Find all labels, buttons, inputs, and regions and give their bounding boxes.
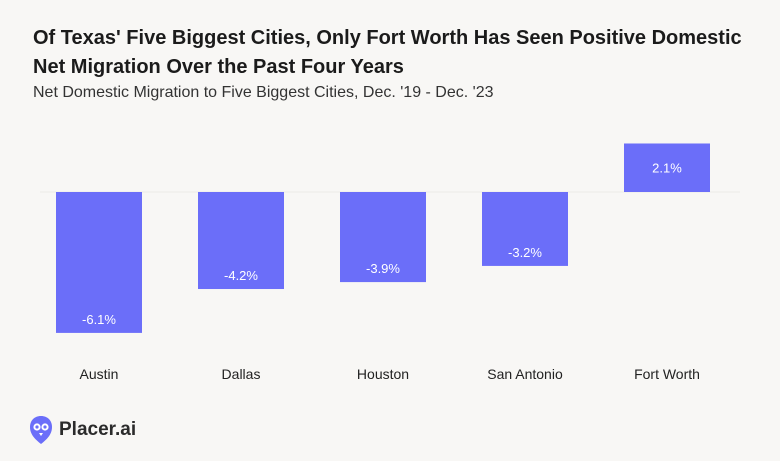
placer-owl-icon: [30, 416, 52, 444]
bar-san-antonio: [482, 192, 568, 266]
category-label: San Antonio: [487, 366, 563, 382]
data-label: -6.1%: [82, 312, 116, 327]
brand-name: Placer.ai: [59, 419, 137, 440]
brand-logo: Placer.ai: [29, 414, 136, 446]
bar-houston: [340, 192, 426, 283]
category-label: Austin: [80, 366, 119, 382]
chart-subtitle: Net Domestic Migration to Five Biggest C…: [33, 84, 494, 101]
category-label: Dallas: [222, 366, 261, 382]
data-label: -4.2%: [224, 268, 258, 283]
category-label: Fort Worth: [634, 366, 700, 382]
data-label: -3.2%: [508, 245, 542, 260]
category-label: Houston: [357, 366, 409, 382]
bar-austin: [56, 192, 142, 333]
bar-fort-worth: [624, 143, 710, 192]
bar-dallas: [198, 192, 284, 290]
data-label: -3.9%: [366, 261, 400, 276]
bar-chart: -6.1% Austin -4.2% Dallas -3.9% Houston -3.2% S…: [40, 143, 740, 382]
data-label: 2.1%: [652, 161, 682, 176]
chart-title: Of Texas' Five Biggest Cities, Only Fort…: [33, 27, 742, 78]
